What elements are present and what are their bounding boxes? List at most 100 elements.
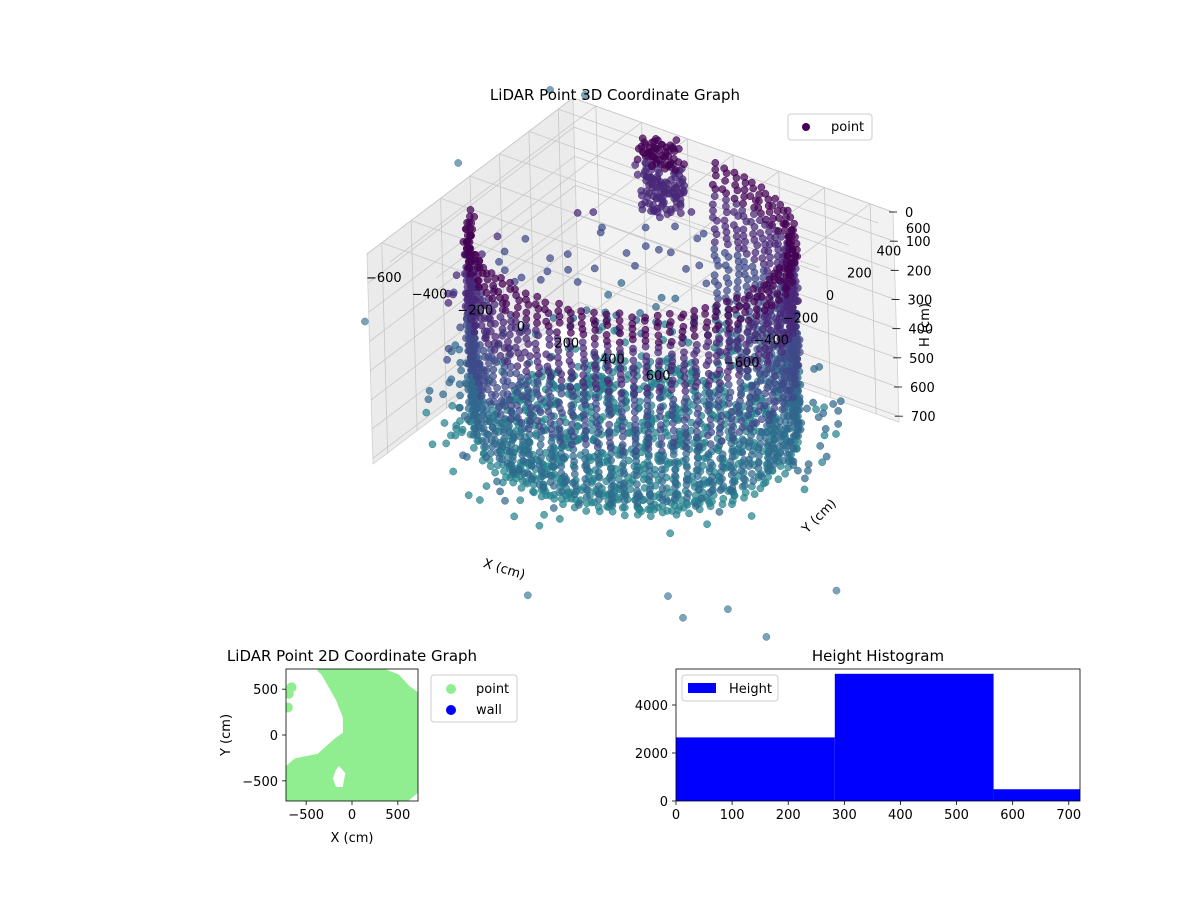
- point-3d-marker: [710, 238, 719, 246]
- point-3d-marker: [543, 267, 552, 276]
- point-3d-marker: [651, 135, 660, 143]
- point-3d-marker: [747, 512, 756, 520]
- point-3d-marker: [770, 404, 779, 412]
- point-3d-marker: [756, 376, 765, 385]
- point-3d-marker: [655, 245, 663, 254]
- point-3d-marker: [493, 448, 502, 457]
- histogram-bar: [676, 737, 835, 801]
- point-3d-marker: [482, 372, 491, 381]
- point-3d-marker: [581, 462, 589, 470]
- point-3d-marker: [582, 486, 591, 494]
- point-3d-marker: [706, 440, 715, 448]
- point-3d-marker: [546, 419, 555, 427]
- point-3d-marker: [573, 209, 582, 217]
- point-3d-marker: [768, 221, 776, 230]
- point-3d-marker: [765, 294, 774, 303]
- point-3d-marker: [476, 341, 484, 349]
- point-3d-marker: [735, 302, 744, 310]
- histogram-y-tick-label: 0: [660, 795, 668, 810]
- point-3d-marker: [682, 265, 690, 273]
- point-3d-marker: [641, 313, 650, 322]
- point-3d-marker: [607, 490, 616, 499]
- x-2d-tick-label: 0: [348, 808, 356, 823]
- point-3d-marker: [506, 414, 515, 423]
- point-3d-marker: [455, 380, 464, 389]
- point-3d-marker: [663, 497, 671, 506]
- x-2d-tick-label: −500: [288, 808, 324, 823]
- point-3d-marker: [649, 176, 657, 184]
- point-3d-marker: [666, 318, 675, 326]
- point-3d-marker: [591, 340, 599, 349]
- point-3d-marker: [729, 478, 737, 486]
- point-3d-marker: [763, 441, 772, 449]
- point-3d-marker: [734, 408, 743, 417]
- point-3d-marker: [816, 442, 825, 450]
- histogram-x-tick-label: 300: [832, 808, 857, 823]
- point-3d-marker: [781, 469, 789, 478]
- point-3d-marker: [694, 391, 702, 400]
- point-3d-marker: [557, 449, 565, 458]
- y-2d-tick-label: 0: [270, 729, 278, 744]
- point-3d-marker: [782, 271, 791, 279]
- point-3d-marker: [788, 245, 797, 254]
- z-3d-tick-label: 700: [911, 410, 936, 425]
- y-3d-tick-label: 200: [847, 267, 872, 282]
- point-3d-marker: [543, 362, 552, 371]
- point-3d-marker: [821, 425, 830, 433]
- point-3d-marker: [619, 466, 628, 475]
- point-3d-marker: [765, 454, 773, 463]
- point-3d-marker: [682, 431, 690, 439]
- point-3d-marker: [579, 410, 588, 419]
- point-3d-marker: [760, 313, 769, 321]
- x-axis-3d-label: X (cm): [481, 556, 527, 583]
- point-3d-marker: [733, 284, 742, 293]
- point-3d-marker: [765, 259, 774, 268]
- point-3d-marker: [650, 207, 659, 216]
- point-3d-marker: [788, 355, 797, 364]
- point-3d-marker: [653, 311, 662, 320]
- point-3d-marker: [683, 470, 692, 479]
- point-3d-marker: [669, 144, 678, 153]
- point-3d-marker: [740, 257, 748, 266]
- point-3d-marker: [657, 434, 666, 442]
- point-3d-marker: [500, 435, 508, 443]
- point-3d-marker: [725, 318, 733, 326]
- point-3d-marker: [496, 410, 505, 418]
- point-3d-marker: [763, 267, 771, 275]
- y-3d-tick-label: 600: [906, 222, 931, 237]
- point-3d-marker: [477, 392, 485, 401]
- legend-3d-frame: [787, 113, 873, 141]
- point-3d-marker: [642, 352, 651, 361]
- point-3d-marker: [517, 484, 526, 492]
- point-3d-marker: [451, 341, 460, 349]
- point-3d-marker: [654, 165, 663, 174]
- point-3d-marker: [553, 353, 562, 362]
- point-3d-marker: [674, 158, 683, 166]
- point-3d-marker: [694, 404, 703, 413]
- point-3d-marker: [658, 453, 666, 462]
- point-3d-marker: [466, 231, 474, 240]
- point-3d-marker: [710, 251, 719, 260]
- point-3d-marker: [605, 427, 614, 436]
- point-3d-marker: [704, 338, 713, 346]
- point-3d-marker: [489, 281, 497, 290]
- point-3d-marker: [569, 479, 577, 487]
- point-3d-marker: [667, 337, 676, 346]
- x-3d-tick-label: −200: [457, 304, 493, 319]
- point-3d-marker: [769, 429, 778, 438]
- point-3d-marker: [603, 376, 612, 385]
- point-3d-marker: [546, 491, 554, 500]
- point-3d-marker: [691, 357, 700, 366]
- point-3d-marker: [615, 323, 624, 332]
- point-3d-marker: [705, 388, 713, 397]
- point-3d-marker: [633, 155, 642, 164]
- point-3d-marker: [501, 306, 510, 315]
- point-3d-marker: [723, 286, 731, 295]
- point-3d-marker: [691, 502, 700, 510]
- point-3d-marker: [755, 197, 763, 205]
- point-3d-marker: [657, 293, 666, 302]
- point-3d-marker: [760, 281, 769, 289]
- point-3d-marker: [727, 414, 736, 423]
- point-3d-marker: [760, 479, 768, 488]
- point-3d-marker: [764, 287, 773, 296]
